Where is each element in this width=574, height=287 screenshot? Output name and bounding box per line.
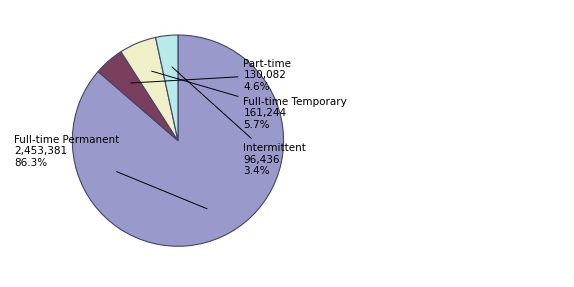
Text: Full-time Temporary
161,244
5.7%: Full-time Temporary 161,244 5.7%	[152, 71, 347, 130]
Text: Full-time Permanent
2,453,381
86.3%: Full-time Permanent 2,453,381 86.3%	[14, 135, 207, 209]
Text: Part-time
130,082
4.6%: Part-time 130,082 4.6%	[131, 59, 292, 92]
Wedge shape	[156, 35, 178, 141]
Wedge shape	[98, 52, 178, 141]
Wedge shape	[72, 35, 284, 246]
Text: Intermittent
96,436
3.4%: Intermittent 96,436 3.4%	[172, 67, 307, 176]
Wedge shape	[121, 37, 178, 141]
